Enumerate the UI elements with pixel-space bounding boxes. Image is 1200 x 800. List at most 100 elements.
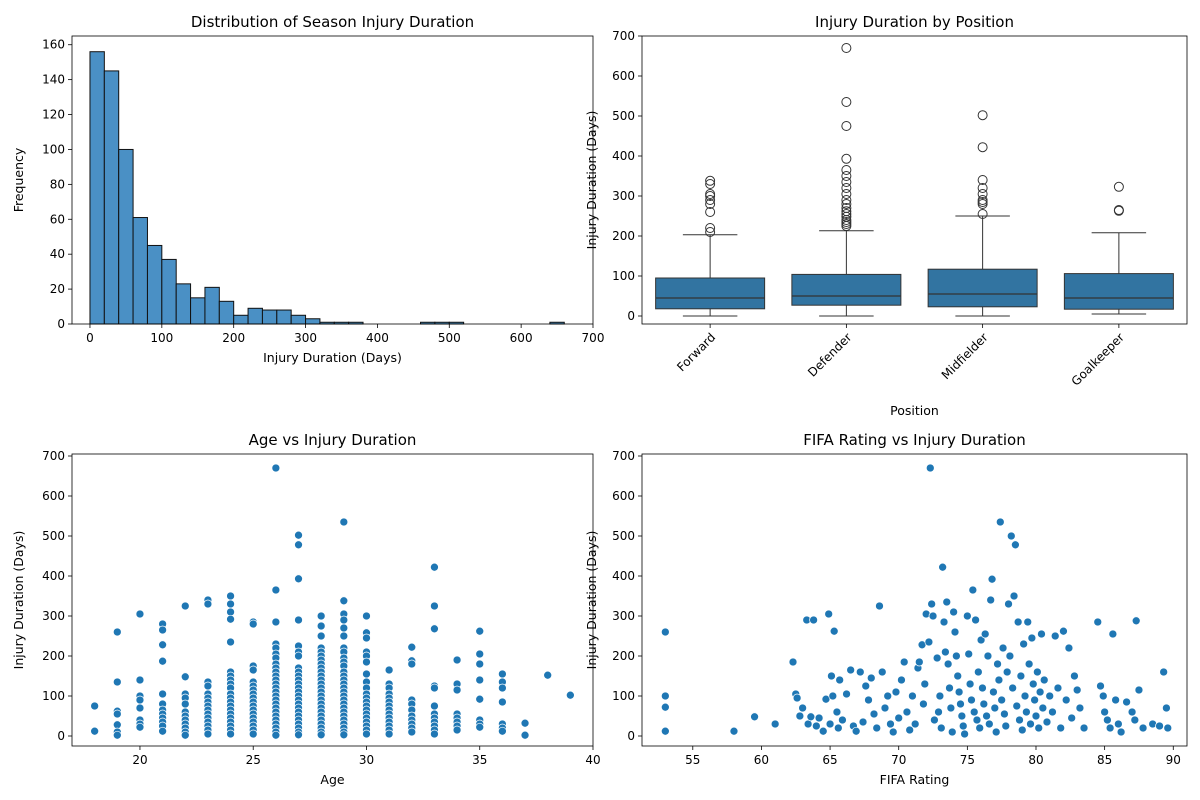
scatter-point: [1009, 591, 1019, 601]
scatter-point: [993, 659, 1002, 669]
scatter-point: [1108, 629, 1118, 639]
scatter-point: [112, 730, 122, 740]
plot-frame: [641, 453, 1188, 747]
scatter-point: [941, 647, 950, 657]
scatter-point: [226, 729, 235, 739]
y-tick-label: 400: [612, 149, 635, 163]
scatter-point: [226, 607, 235, 617]
scatter-point: [90, 726, 100, 736]
y-axis-label: Injury Duration (Days): [584, 531, 599, 670]
scatter-point: [180, 672, 190, 682]
x-tick-label: 60: [754, 753, 769, 767]
scatter-point: [958, 721, 968, 731]
scatter-point: [991, 727, 1001, 737]
scatter-point: [967, 695, 976, 705]
scatter-point: [271, 463, 281, 473]
scatter-point: [135, 609, 145, 619]
scatter-point: [475, 675, 485, 685]
scatter-point: [294, 615, 303, 625]
scatter-point: [795, 711, 805, 721]
scatter-point: [203, 599, 213, 609]
scatter-point: [973, 667, 983, 677]
scatter-point: [1111, 695, 1120, 705]
x-tick-label: 700: [582, 331, 605, 345]
scatter-point: [1033, 667, 1042, 677]
scatter-point: [880, 703, 890, 713]
scatter-point: [930, 715, 939, 725]
scatter-point: [316, 631, 326, 641]
scatter-point: [934, 707, 943, 717]
y-tick-label: 400: [612, 569, 635, 583]
scatter-point: [1027, 633, 1037, 643]
y-tick-label: 100: [612, 269, 635, 283]
x-tick-label: 400: [366, 331, 389, 345]
histogram-bar: [175, 283, 192, 325]
scatter-point: [1017, 725, 1027, 735]
y-tick-label: 60: [50, 212, 65, 226]
y-tick-label: 0: [57, 729, 65, 743]
scatter-point: [1028, 679, 1038, 689]
scatter-point: [851, 726, 861, 736]
scatter-point: [339, 517, 349, 527]
y-tick-label: 100: [612, 689, 635, 703]
y-tick-label: 500: [42, 529, 65, 543]
scatter-point: [1012, 701, 1022, 711]
scatter-point: [430, 729, 439, 739]
x-tick-label: 300: [294, 331, 317, 345]
scatter-point: [660, 702, 670, 712]
scatter-point: [998, 643, 1008, 653]
histogram-bar: [161, 258, 177, 325]
scatter-point: [1059, 626, 1068, 636]
histogram-bar: [218, 300, 235, 325]
scatter-point: [339, 730, 349, 740]
scatter-point: [1131, 616, 1141, 626]
scatter-point: [729, 726, 739, 736]
scatter-point: [827, 671, 836, 681]
y-tick-label: 40: [50, 247, 65, 261]
outlier-point: [977, 110, 988, 121]
chart-title: FIFA Rating vs Injury Duration: [803, 431, 1026, 449]
x-tick-label: Goalkeeper: [1069, 330, 1127, 388]
chart-title: Distribution of Season Injury Duration: [191, 13, 474, 31]
x-tick-label: 100: [150, 331, 173, 345]
scatter-point: [939, 617, 949, 627]
scatter-point: [965, 679, 975, 689]
y-tick-label: 120: [42, 108, 65, 122]
scatter-point: [1155, 721, 1164, 731]
scatter-point: [1116, 727, 1126, 737]
scatter-point: [957, 711, 967, 721]
outlier-point: [705, 199, 716, 209]
scatter-point: [932, 653, 942, 663]
scatter-point: [833, 723, 843, 733]
y-tick-label: 500: [612, 529, 635, 543]
scatter-point: [158, 726, 167, 736]
y-tick-label: 0: [627, 729, 635, 743]
scatter-point: [978, 683, 987, 693]
scatter-point: [835, 675, 845, 685]
scatter-point: [964, 649, 974, 659]
y-tick-label: 80: [50, 177, 65, 191]
scatter-point: [1026, 719, 1035, 729]
scatter-point: [960, 729, 969, 739]
scatter-point: [339, 615, 349, 625]
y-tick-label: 160: [42, 38, 65, 52]
scatter-point: [792, 693, 802, 703]
scatter-point: [498, 669, 507, 679]
scatter-point: [855, 667, 865, 677]
scatter-point: [294, 574, 303, 584]
scatter-point: [979, 699, 989, 709]
scatter-point: [842, 689, 851, 699]
y-axis-label: Injury Duration (Days): [11, 531, 26, 670]
histogram-bar: [261, 309, 278, 325]
scatter-point: [452, 655, 462, 665]
scatter-point: [984, 719, 994, 729]
scatter-point: [818, 726, 828, 736]
histogram-bar: [276, 309, 292, 325]
x-tick-label: 40: [585, 753, 600, 767]
y-tick-label: 700: [612, 29, 635, 43]
x-tick-label: Midfielder: [939, 330, 991, 382]
y-tick-label: 300: [612, 189, 635, 203]
scatter-point: [1024, 659, 1034, 669]
y-tick-label: 0: [627, 309, 635, 323]
outlier-point: [705, 223, 716, 233]
